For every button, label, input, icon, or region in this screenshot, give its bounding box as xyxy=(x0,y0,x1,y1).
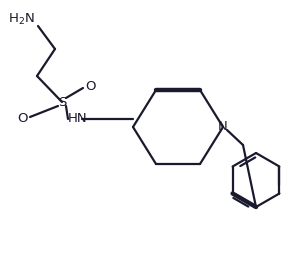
Text: O: O xyxy=(85,80,95,92)
Text: O: O xyxy=(17,113,28,125)
Text: N: N xyxy=(218,120,228,134)
Text: HN: HN xyxy=(68,113,88,125)
Text: H$_2$N: H$_2$N xyxy=(8,11,35,27)
Text: S: S xyxy=(58,96,66,108)
